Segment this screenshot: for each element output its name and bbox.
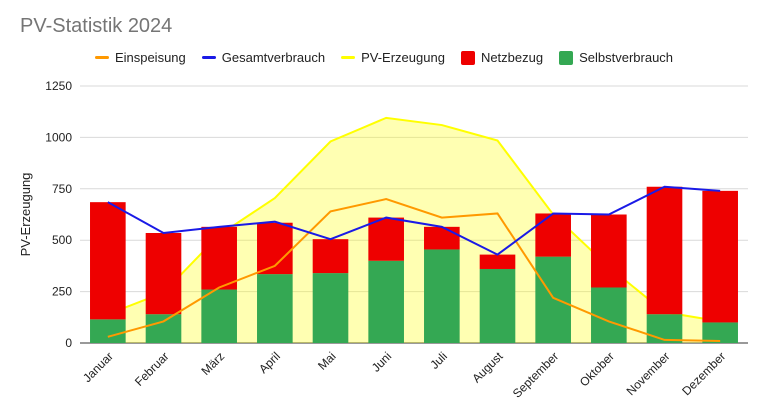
x-tick-label: Februar <box>132 349 172 389</box>
y-axis-label: PV-Erzeugung <box>18 173 33 257</box>
bar-selbstverbrauch <box>646 314 683 343</box>
legend-item-gesamtverbrauch: Gesamtverbrauch <box>201 50 326 65</box>
bar-netzbezug <box>479 254 516 269</box>
x-tick-label: Mai <box>315 349 339 373</box>
bar-netzbezug <box>145 233 182 315</box>
series-line-einspeisung <box>107 198 721 342</box>
bar-selbstverbrauch <box>312 273 349 343</box>
chart-legend: Einspeisung Gesamtverbrauch PV-Erzeugung Ne… <box>0 50 768 65</box>
y-tick-label: 500 <box>52 233 72 247</box>
bar-netzbezug <box>90 202 126 320</box>
bar-selbstverbrauch <box>90 319 126 343</box>
x-tick-label: September <box>510 349 561 400</box>
bar-selbstverbrauch <box>535 256 571 343</box>
legend-label: PV-Erzeugung <box>361 50 445 65</box>
legend-label: Netzbezug <box>480 50 544 65</box>
x-tick-label: November <box>624 349 673 398</box>
legend-item-netzbezug: Netzbezug <box>460 50 544 65</box>
bar-selbstverbrauch <box>424 249 460 343</box>
bar-selbstverbrauch <box>257 274 293 343</box>
area-fill-pv-erzeugung <box>107 117 721 343</box>
legend-swatch <box>460 50 475 65</box>
bar-netzbezug <box>201 226 237 290</box>
x-tick-label: Januar <box>80 349 116 385</box>
legend-label: Selbstverbrauch <box>579 50 674 65</box>
bar-selbstverbrauch <box>201 289 237 343</box>
bar-selbstverbrauch <box>702 322 738 343</box>
bar-netzbezug <box>702 190 738 323</box>
bar-selbstverbrauch <box>591 287 627 343</box>
bar-netzbezug <box>368 217 404 261</box>
legend-swatch <box>341 56 356 59</box>
chart-title: PV-Statistik 2024 <box>20 15 173 37</box>
x-tick-label: März <box>199 349 228 378</box>
bar-selbstverbrauch <box>368 260 404 343</box>
bar-selbstverbrauch <box>479 268 516 343</box>
x-tick-label: August <box>469 349 506 386</box>
y-tick-label: 1250 <box>45 79 72 93</box>
legend-item-einspeisung: Einspeisung <box>94 50 186 65</box>
x-tick-label: April <box>256 349 283 376</box>
y-tick-label: 0 <box>65 336 72 350</box>
bar-selbstverbrauch <box>145 314 182 343</box>
series-line-gesamtverbrauch <box>107 185 721 256</box>
x-tick-label: Juli <box>427 349 450 372</box>
bar-netzbezug <box>424 226 460 250</box>
bar-netzbezug <box>535 213 571 257</box>
bar-netzbezug <box>312 239 349 274</box>
legend-item-selbstverbrauch: Selbstverbrauch <box>559 50 673 65</box>
bar-netzbezug <box>591 214 627 288</box>
y-tick-label: 750 <box>52 182 72 196</box>
legend-item-pv-erzeugung: PV-Erzeugung <box>341 50 445 65</box>
x-tick-label: Dezember <box>679 349 728 398</box>
x-tick-label: Oktober <box>577 349 617 389</box>
legend-label: Einspeisung <box>114 50 186 65</box>
bar-netzbezug <box>646 186 683 315</box>
legend-swatch <box>559 50 574 65</box>
x-tick-label: Juni <box>369 349 394 374</box>
y-tick-label: 1000 <box>45 130 72 144</box>
y-tick-label: 250 <box>52 285 72 299</box>
legend-swatch <box>94 56 109 59</box>
legend-swatch <box>201 56 216 59</box>
legend-label: Gesamtverbrauch <box>221 50 326 65</box>
